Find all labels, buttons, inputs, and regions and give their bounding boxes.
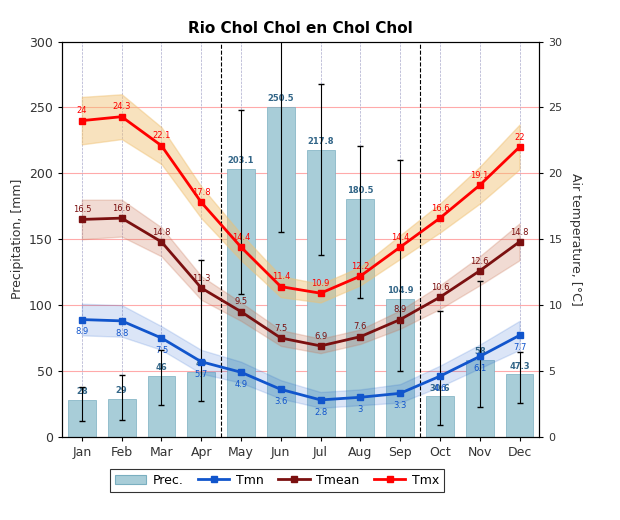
Text: 49: 49 (195, 359, 207, 368)
Text: 4.9: 4.9 (234, 380, 247, 389)
Text: 12.2: 12.2 (351, 262, 370, 271)
Text: 16.6: 16.6 (112, 204, 131, 213)
Text: 22.1: 22.1 (153, 132, 171, 140)
Text: 16.5: 16.5 (73, 205, 91, 214)
Text: 7.7: 7.7 (513, 343, 526, 352)
Text: 3.6: 3.6 (274, 397, 288, 406)
Text: 180.5: 180.5 (347, 186, 374, 195)
Y-axis label: Air temperature, [°C]: Air temperature, [°C] (569, 173, 582, 306)
Text: 30.6: 30.6 (430, 384, 450, 393)
Text: 6.1: 6.1 (473, 365, 486, 373)
Text: 24: 24 (77, 107, 87, 115)
Text: 3.3: 3.3 (394, 401, 407, 410)
Bar (187, 372, 215, 437)
Text: 14.4: 14.4 (232, 233, 250, 242)
Text: 47.3: 47.3 (509, 361, 530, 371)
Text: 16.6: 16.6 (431, 204, 450, 213)
Text: 46: 46 (156, 363, 167, 372)
Y-axis label: Precipitation, [mm]: Precipitation, [mm] (11, 179, 24, 300)
Bar (386, 298, 414, 437)
Bar (307, 150, 335, 437)
Text: 14.8: 14.8 (510, 228, 529, 237)
Text: 3: 3 (358, 405, 363, 414)
Text: 22: 22 (514, 133, 525, 142)
Text: 17.8: 17.8 (192, 188, 211, 197)
Text: 8.8: 8.8 (115, 329, 128, 338)
Text: 104.9: 104.9 (387, 285, 414, 295)
Text: 29: 29 (116, 386, 128, 395)
Title: Rio Chol Chol en Chol Chol: Rio Chol Chol en Chol Chol (188, 21, 413, 36)
Text: 5.7: 5.7 (195, 370, 208, 379)
Legend: Prec., Tmn, Tmean, Tmx: Prec., Tmn, Tmean, Tmx (110, 469, 444, 492)
Text: 250.5: 250.5 (267, 94, 294, 103)
Text: 11.4: 11.4 (272, 272, 290, 281)
Bar (267, 107, 294, 437)
Text: 7.5: 7.5 (155, 346, 168, 355)
Bar (227, 169, 255, 437)
Text: 6.9: 6.9 (314, 332, 327, 341)
Bar (347, 199, 374, 437)
Text: 14.4: 14.4 (391, 233, 409, 242)
Text: 7.5: 7.5 (274, 324, 288, 333)
Text: 203.1: 203.1 (228, 157, 254, 165)
Text: 9.5: 9.5 (234, 297, 247, 306)
Text: 7.6: 7.6 (353, 322, 367, 331)
Text: 28: 28 (76, 387, 87, 396)
Text: 2.8: 2.8 (314, 408, 327, 417)
Text: 58: 58 (474, 347, 485, 356)
Bar (426, 396, 454, 437)
Text: 8.9: 8.9 (394, 305, 407, 314)
Text: 11.3: 11.3 (192, 274, 211, 283)
Text: 10.6: 10.6 (431, 283, 450, 292)
Text: 12.6: 12.6 (471, 256, 489, 266)
Bar (505, 374, 533, 437)
Text: 14.8: 14.8 (152, 228, 171, 237)
Bar (148, 376, 175, 437)
Text: 4.6: 4.6 (433, 384, 446, 393)
Text: 217.8: 217.8 (308, 137, 334, 146)
Bar (108, 399, 136, 437)
Text: 24.3: 24.3 (112, 102, 131, 111)
Bar (466, 360, 494, 437)
Text: 10.9: 10.9 (311, 279, 330, 288)
Bar (68, 400, 96, 437)
Text: 8.9: 8.9 (75, 328, 89, 336)
Text: 19.1: 19.1 (471, 171, 489, 180)
